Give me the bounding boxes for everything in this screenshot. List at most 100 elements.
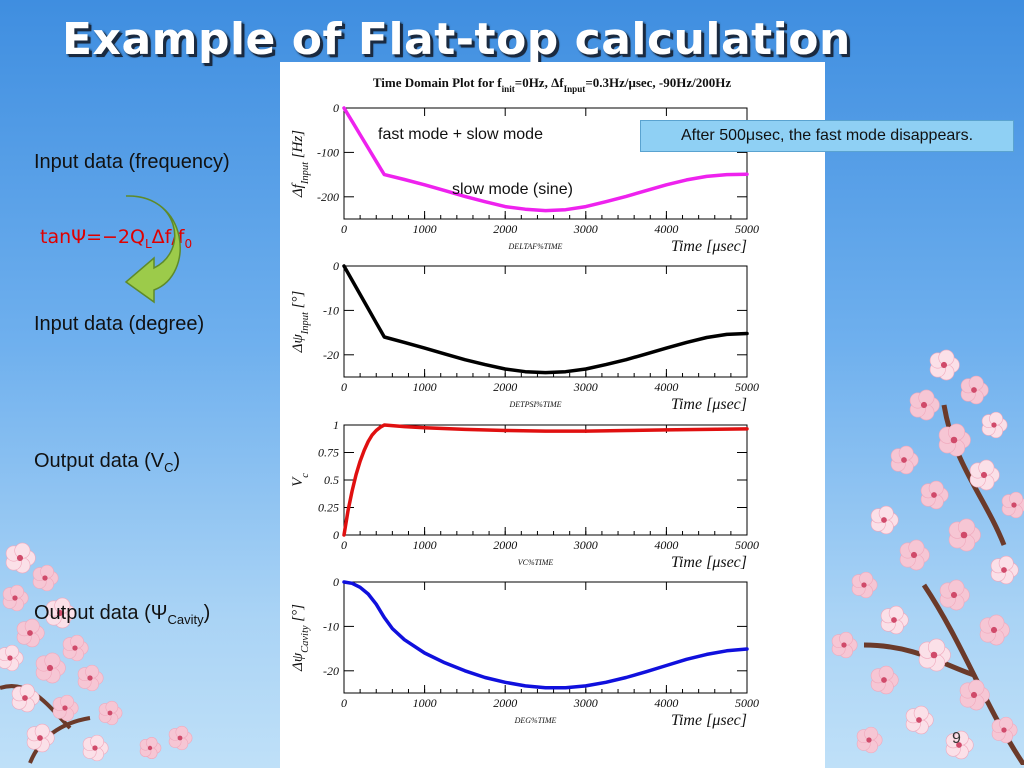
blossom-flower xyxy=(16,618,45,648)
flower-center xyxy=(991,422,997,428)
blossom-flower xyxy=(948,518,981,552)
cherry-blossom-left-decoration xyxy=(0,542,193,764)
flower-center xyxy=(960,531,968,539)
chart-3 xyxy=(342,423,749,537)
blossom-flower xyxy=(82,734,109,762)
flower-center xyxy=(970,691,978,699)
y-tick-label: -10 xyxy=(323,303,339,317)
blossom-flower xyxy=(918,638,951,672)
y-tick-label: -200 xyxy=(317,190,339,204)
x-axis-label: Time [μsec] xyxy=(671,554,747,571)
flower-center xyxy=(950,436,958,444)
x-tick-label: 0 xyxy=(341,380,347,394)
flower-center xyxy=(1001,727,1007,733)
flower-center xyxy=(12,595,18,601)
cherry-blossom-right-decoration xyxy=(831,349,1024,765)
x-tick-label: 2000 xyxy=(493,538,517,552)
flower-center xyxy=(27,630,33,636)
y-axis-label: ΔfInput [Hz] xyxy=(290,130,311,198)
x-tick-label: 1000 xyxy=(413,380,437,394)
flower-center xyxy=(940,361,948,369)
chart-2 xyxy=(342,264,749,378)
label-input-degree: Input data (degree) xyxy=(34,313,205,335)
flower-center xyxy=(920,401,928,409)
blossom-flower xyxy=(870,505,899,535)
blossom-flower xyxy=(880,605,909,635)
blossom-flower xyxy=(890,445,919,475)
x-axis-label: Time [μsec] xyxy=(671,396,747,413)
chart-4 xyxy=(342,580,749,694)
blossom-flower xyxy=(979,614,1010,646)
flower-center xyxy=(861,582,867,588)
label-output-vc: Output data (VC) xyxy=(34,450,181,475)
y-axis-label: ΔψInput [°] xyxy=(290,290,311,353)
flower-center xyxy=(1011,502,1017,508)
series-line xyxy=(342,106,749,213)
flower-center xyxy=(87,675,93,681)
blossom-flower xyxy=(11,683,40,713)
flower-center xyxy=(42,575,48,581)
x-tick-label: 5000 xyxy=(735,696,759,710)
y-axis-label: Vc xyxy=(290,473,311,487)
annotation-slow-mode: slow mode (sine) xyxy=(452,181,573,198)
blossom-flower xyxy=(5,542,36,574)
y-tick-label: -10 xyxy=(323,619,339,633)
blossom-flower xyxy=(168,725,193,751)
x-tick-label: 1000 xyxy=(413,222,437,236)
flower-center xyxy=(72,645,78,651)
blossom-flower xyxy=(62,634,89,662)
flower-center xyxy=(177,735,183,741)
flower-center xyxy=(147,745,153,751)
x-tick-label: 3000 xyxy=(573,222,598,236)
y-tick-label: -20 xyxy=(323,348,339,362)
chart-panel: Time Domain Plot for finit=0Hz, ΔfInput=… xyxy=(280,62,825,768)
flower-center xyxy=(891,617,897,623)
blossom-flower xyxy=(929,349,960,381)
callout-fast-mode-disappears: After 500μsec, the fast mode disappears. xyxy=(640,120,1014,152)
plot-frame xyxy=(343,581,748,694)
flower-center xyxy=(910,551,918,559)
x-tick-label: 5000 xyxy=(735,380,759,394)
x-tick-label: 4000 xyxy=(654,380,678,394)
blossom-flower xyxy=(139,736,162,760)
x-tick-label: 3000 xyxy=(573,696,598,710)
time-domain-charts: Time Domain Plot for finit=0Hz, ΔfInput=… xyxy=(290,75,759,729)
plot-frame xyxy=(343,424,748,536)
blossom-flower xyxy=(991,716,1018,744)
flower-center xyxy=(956,742,962,748)
x-tick-label: 4000 xyxy=(654,538,678,552)
chart-footer-label: VC%TIME xyxy=(518,558,554,567)
chart-title: Time Domain Plot for finit=0Hz, ΔfInput=… xyxy=(373,75,732,94)
blossom-flower xyxy=(938,423,971,457)
flower-center xyxy=(37,735,43,741)
y-tick-label: 0 xyxy=(333,528,339,542)
flower-center xyxy=(901,457,907,463)
flower-center xyxy=(1001,567,1007,573)
y-tick-label: 0 xyxy=(333,101,339,115)
flower-center xyxy=(7,655,13,661)
flower-center xyxy=(950,591,958,599)
flower-center xyxy=(22,695,28,701)
x-tick-label: 1000 xyxy=(413,538,437,552)
y-tick-label: 0 xyxy=(333,259,339,273)
blossom-flower xyxy=(959,679,990,711)
blossom-flower xyxy=(856,726,883,754)
blossom-flower xyxy=(939,579,970,611)
blossom-flower xyxy=(899,539,930,571)
x-tick-label: 3000 xyxy=(573,380,598,394)
blossom-flower xyxy=(870,665,899,695)
x-axis-label: Time [μsec] xyxy=(671,238,747,255)
blossom-flower xyxy=(831,631,858,659)
flower-center xyxy=(107,710,113,716)
flower-center xyxy=(971,387,977,393)
x-tick-label: 2000 xyxy=(493,380,517,394)
blossom-flower xyxy=(1001,491,1024,519)
x-tick-label: 3000 xyxy=(573,538,598,552)
blossom-flower xyxy=(960,375,989,405)
blossom-flower xyxy=(969,459,1000,491)
blossom-flower xyxy=(45,597,76,629)
label-input-frequency: Input data (frequency) xyxy=(34,151,230,173)
slide-title: Example of Flat-top calculation xyxy=(62,14,851,65)
x-tick-label: 4000 xyxy=(654,222,678,236)
flower-center xyxy=(990,626,998,634)
